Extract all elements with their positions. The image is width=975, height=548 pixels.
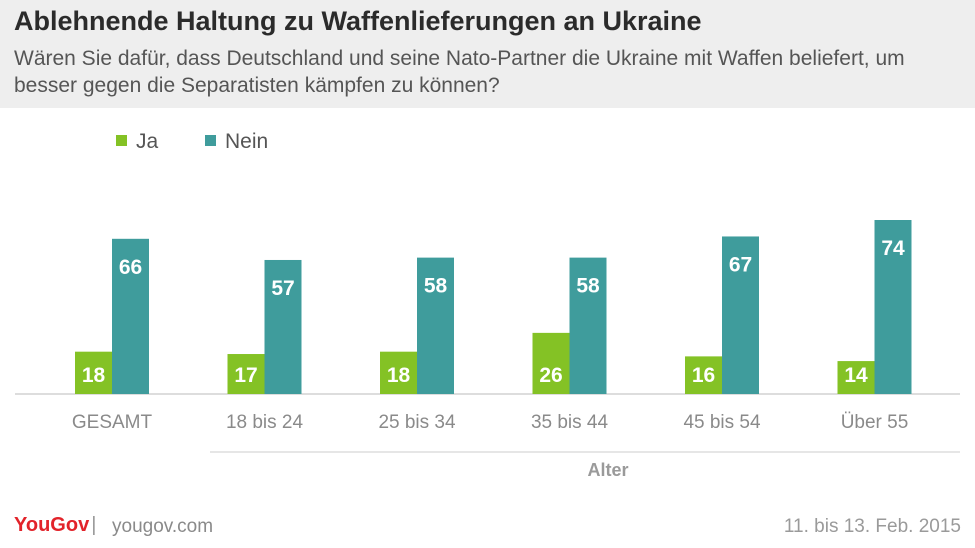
data-label-nein-1: 57 — [271, 277, 294, 300]
data-label-ja-3: 26 — [539, 364, 562, 387]
yougov-logo: YouGov | — [14, 514, 96, 537]
bar-nein-5 — [874, 220, 912, 394]
data-label-nein-0: 66 — [119, 256, 142, 279]
data-label-ja-5: 14 — [844, 364, 868, 387]
legend-item-ja: Ja — [116, 130, 158, 154]
logo-text: YouGov — [14, 514, 90, 536]
bar-ja-2 — [380, 351, 417, 394]
bar-nein-3 — [569, 257, 607, 394]
x-tick-label-3: 35 bis 44 — [531, 412, 609, 433]
legend-swatch-ja — [116, 135, 127, 146]
legend-swatch-nein — [205, 135, 216, 146]
bar-nein-1 — [264, 259, 302, 394]
x-tick-label-4: 45 bis 54 — [683, 412, 761, 433]
x-tick-label-2: 25 bis 34 — [378, 412, 456, 433]
bar-nein-2 — [417, 257, 454, 394]
data-label-nein-3: 58 — [576, 275, 600, 298]
x-tick-label-5: Über 55 — [841, 412, 909, 433]
legend-label-nein: Nein — [225, 130, 269, 153]
data-label-ja-1: 17 — [234, 364, 257, 387]
bar-nein-0 — [112, 238, 149, 394]
data-label-nein-2: 58 — [424, 275, 448, 298]
bar-ja-0 — [75, 351, 112, 394]
logo-separator: | — [91, 514, 97, 536]
x-tick-label-1: 18 bis 24 — [226, 412, 304, 433]
footer-url: yougov.com — [112, 516, 214, 537]
bar-ja-3 — [532, 332, 570, 394]
data-label-ja-4: 16 — [692, 364, 715, 387]
data-label-nein-5: 74 — [881, 237, 905, 260]
header-band: Ablehnende Haltung zu Waffenlieferungen … — [0, 0, 975, 108]
data-label-ja-2: 18 — [387, 364, 411, 387]
footer-date: 11. bis 13. Feb. 2015 — [783, 516, 961, 537]
legend-item-nein: Nein — [205, 130, 268, 154]
bar-nein-4 — [722, 236, 759, 394]
data-label-nein-4: 67 — [729, 253, 752, 276]
bar-ja-4 — [685, 356, 722, 394]
age-group-label: Alter — [587, 460, 628, 480]
x-tick-label-0: GESAMT — [72, 412, 153, 433]
bar-ja-5 — [837, 361, 875, 394]
chart-subtitle: Wären Sie dafür, dass Deutschland und se… — [14, 47, 905, 97]
legend-label-ja: Ja — [136, 130, 159, 153]
data-label-ja-0: 18 — [82, 364, 106, 387]
bar-ja-1 — [227, 354, 265, 394]
chart-title: Ablehnende Haltung zu Waffenlieferungen … — [14, 6, 702, 36]
